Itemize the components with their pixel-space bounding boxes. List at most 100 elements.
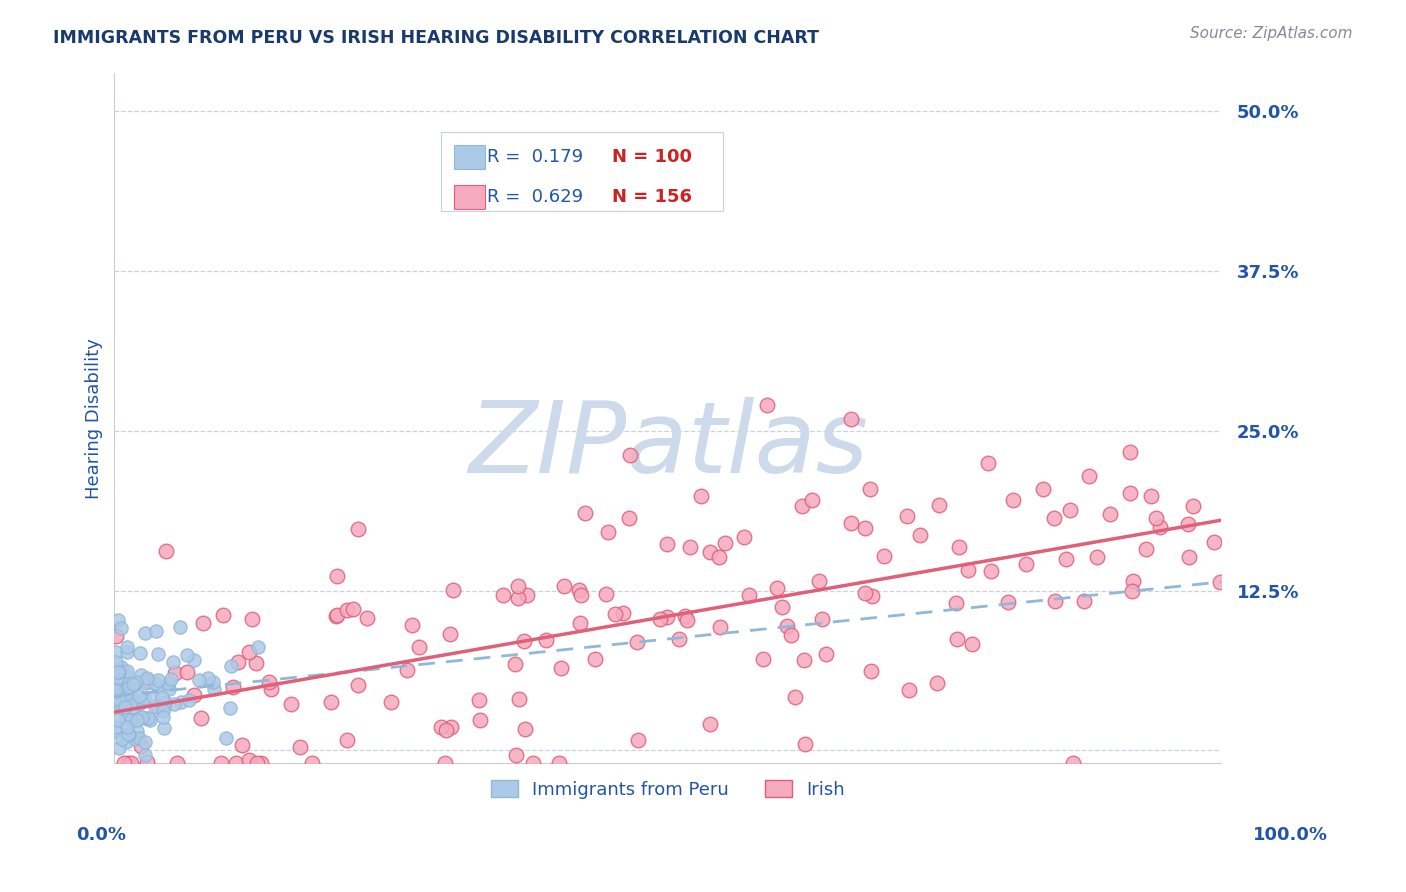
Point — [105, 645, 128, 659]
Text: R =  0.629: R = 0.629 — [488, 187, 583, 206]
Point — [752, 652, 775, 666]
Point — [547, 756, 569, 771]
Point — [114, 699, 136, 714]
Point — [288, 739, 311, 754]
Point — [107, 614, 129, 628]
Legend: Immigrants from Peru, Irish: Immigrants from Peru, Irish — [484, 772, 852, 805]
Point — [1122, 574, 1144, 589]
Point — [356, 611, 378, 625]
Point — [115, 735, 138, 749]
Point — [1119, 485, 1142, 500]
Point — [152, 704, 174, 718]
Point — [468, 692, 491, 706]
Point — [508, 692, 530, 706]
Point — [1043, 511, 1066, 525]
Point — [183, 653, 205, 667]
Point — [766, 581, 789, 595]
Point — [1002, 492, 1025, 507]
Point — [257, 674, 280, 689]
Point — [155, 695, 177, 709]
Point — [118, 727, 141, 741]
Point — [522, 756, 544, 771]
Point — [977, 456, 1000, 470]
Point — [120, 756, 142, 771]
Point — [162, 655, 184, 669]
Point — [1208, 575, 1230, 590]
Point — [800, 493, 823, 508]
Point — [325, 607, 347, 622]
Point — [440, 720, 463, 734]
Point — [134, 748, 156, 763]
Point — [785, 690, 807, 704]
Point — [927, 676, 949, 690]
Point — [793, 737, 815, 751]
Point — [508, 579, 530, 593]
Point — [190, 711, 212, 725]
Point — [626, 635, 648, 649]
Point — [110, 622, 132, 636]
Point — [1119, 445, 1142, 459]
Point — [136, 711, 159, 725]
Point — [1062, 756, 1084, 771]
Point — [127, 712, 149, 726]
Point — [792, 500, 814, 514]
Point — [550, 661, 572, 675]
Point — [188, 673, 211, 688]
Point — [221, 681, 243, 695]
Point — [492, 588, 515, 602]
Point — [839, 516, 862, 530]
Point — [346, 522, 368, 536]
Point — [128, 697, 150, 711]
Point — [839, 412, 862, 426]
Y-axis label: Hearing Disability: Hearing Disability — [86, 338, 103, 499]
Point — [115, 720, 138, 734]
Point — [679, 540, 702, 554]
Text: 0.0%: 0.0% — [76, 826, 127, 844]
Point — [134, 734, 156, 748]
Point — [650, 612, 672, 626]
Point — [118, 686, 141, 700]
Point — [1099, 507, 1122, 521]
Point — [135, 676, 157, 690]
Point — [1135, 542, 1157, 557]
Point — [247, 640, 270, 654]
Point — [135, 755, 157, 769]
Point — [107, 713, 129, 727]
Point — [146, 673, 169, 687]
Point — [342, 602, 364, 616]
Point — [434, 756, 457, 771]
Point — [673, 609, 696, 624]
Point — [853, 521, 876, 535]
Text: Source: ZipAtlas.com: Source: ZipAtlas.com — [1189, 26, 1353, 41]
Point — [157, 682, 180, 697]
Point — [117, 756, 139, 771]
Point — [441, 582, 464, 597]
Point — [197, 671, 219, 685]
Point — [336, 733, 359, 747]
Point — [215, 731, 238, 745]
Point — [408, 640, 430, 655]
Point — [714, 535, 737, 549]
Point — [238, 753, 260, 767]
Point — [595, 587, 617, 601]
Point — [657, 537, 679, 551]
Point — [134, 626, 156, 640]
Text: N = 100: N = 100 — [613, 148, 692, 166]
Point — [163, 697, 186, 711]
Point — [896, 509, 918, 524]
Point — [131, 710, 153, 724]
Point — [612, 606, 634, 620]
Point — [709, 620, 731, 634]
Point — [245, 656, 267, 670]
Point — [246, 756, 269, 771]
Point — [1149, 520, 1171, 534]
Point — [505, 747, 527, 762]
Point — [513, 634, 536, 648]
Point — [1121, 584, 1143, 599]
Point — [112, 756, 135, 771]
Point — [380, 695, 402, 709]
Point — [574, 507, 596, 521]
Point — [325, 609, 347, 624]
Point — [129, 668, 152, 682]
Point — [146, 681, 169, 695]
